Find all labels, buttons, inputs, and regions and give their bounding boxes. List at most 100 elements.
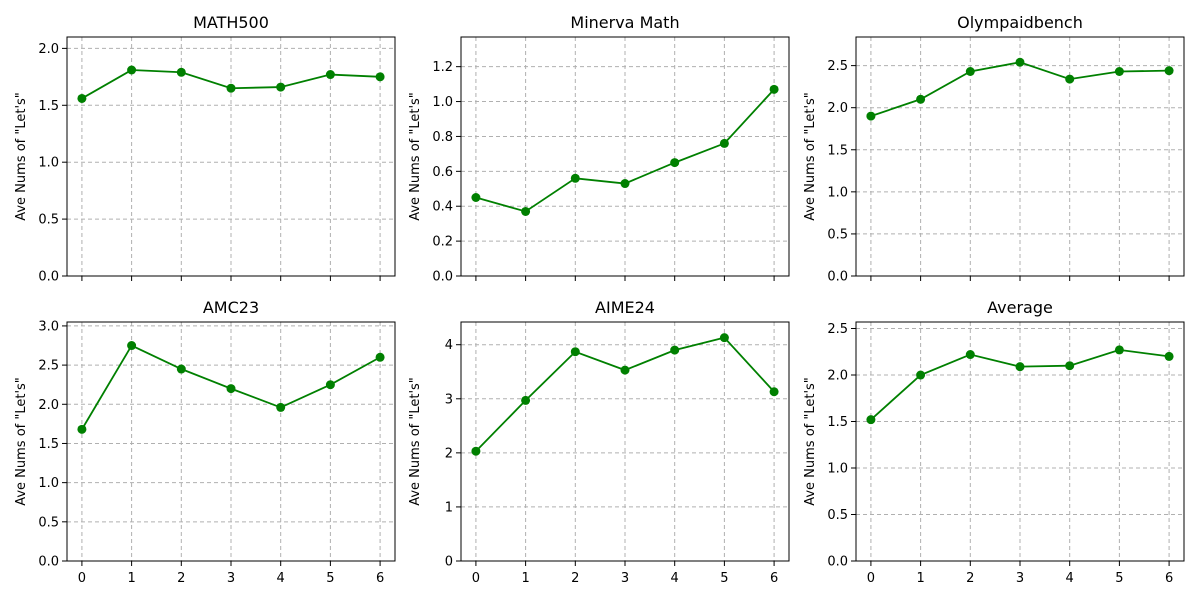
y-axis-label: Ave Nums of "Let's": [803, 92, 818, 221]
y-tick-label: 2.5: [827, 59, 848, 74]
y-tick-label: 0.5: [827, 508, 848, 523]
x-tick-label: 6: [770, 571, 778, 586]
y-tick-label: 2: [445, 446, 453, 461]
data-point: [521, 395, 531, 405]
y-tick-label: 0: [445, 555, 453, 570]
panel-4: 0 1 2 3 4 5 6 0 1 2 3 4 AIME24 Ave Nums of "Let's": [408, 298, 790, 586]
data-point: [620, 365, 630, 375]
y-tick-label: 0.0: [432, 270, 453, 285]
data-point: [620, 179, 630, 189]
data-point: [375, 352, 385, 362]
data-point: [1114, 67, 1124, 77]
data-point: [226, 384, 236, 394]
x-tick-label: 6: [1165, 571, 1173, 586]
y-tick-label: 0.0: [38, 270, 59, 285]
data-point: [127, 65, 137, 75]
panel-title: AMC23: [203, 298, 259, 317]
data-point: [276, 402, 286, 412]
y-tick-label: 0.5: [827, 227, 848, 242]
data-point: [1065, 361, 1075, 371]
y-tick-label: 0.0: [827, 270, 848, 285]
data-point: [670, 158, 680, 168]
data-point: [769, 84, 779, 94]
data-point: [570, 347, 580, 357]
y-tick-label: 0.4: [432, 200, 453, 215]
data-point: [719, 333, 729, 343]
x-tick-label: 0: [472, 571, 480, 586]
x-tick-label: 5: [720, 571, 728, 586]
y-tick-label: 1.5: [827, 143, 848, 158]
panel-5: 0 1 2 3 4 5 6 0.0 0.5 1.0 1.5 2.0 2.5 Average Ave Nums…: [803, 298, 1185, 586]
data-point: [276, 82, 286, 92]
y-tick-label: 0.6: [432, 165, 453, 180]
x-tick-label: 0: [867, 571, 875, 586]
panel-0: 0.0 0.5 1.0 1.5 2.0 MATH500 Ave Nums of "Let's…: [14, 13, 396, 285]
data-point: [127, 341, 137, 351]
data-point: [570, 173, 580, 183]
x-tick-label: 0: [78, 571, 86, 586]
x-tick-label: 3: [227, 571, 235, 586]
data-point: [1065, 74, 1075, 84]
data-point: [375, 72, 385, 82]
y-tick-label: 1.0: [827, 462, 848, 477]
x-tick-label: 3: [1016, 571, 1024, 586]
x-tick-label: 1: [916, 571, 924, 586]
x-tick-label: 2: [571, 571, 579, 586]
data-point: [325, 70, 335, 80]
y-tick-label: 3.0: [38, 319, 59, 334]
data-point: [176, 364, 186, 374]
y-tick-label: 2.0: [38, 398, 59, 413]
data-point: [1015, 362, 1025, 372]
y-tick-label: 1.2: [432, 60, 453, 75]
data-point: [769, 387, 779, 397]
data-point: [325, 380, 335, 390]
x-tick-label: 5: [1115, 571, 1123, 586]
data-point: [670, 345, 680, 355]
panel-title: Minerva Math: [570, 13, 679, 32]
panel-title: AIME24: [595, 298, 655, 317]
x-tick-label: 4: [1066, 571, 1074, 586]
data-point: [965, 67, 975, 77]
data-point: [866, 415, 876, 425]
y-tick-label: 0.0: [827, 555, 848, 570]
data-point: [719, 138, 729, 148]
y-tick-label: 1.5: [38, 99, 59, 114]
y-tick-label: 0.0: [38, 555, 59, 570]
y-axis-label: Ave Nums of "Let's": [408, 92, 423, 221]
x-tick-label: 5: [326, 571, 334, 586]
data-point: [521, 206, 531, 216]
x-tick-label: 3: [621, 571, 629, 586]
data-point: [176, 67, 186, 77]
y-tick-label: 2.5: [38, 359, 59, 374]
data-point: [1164, 351, 1174, 361]
x-tick-label: 6: [376, 571, 384, 586]
data-point: [1164, 66, 1174, 76]
y-tick-label: 1.0: [38, 476, 59, 491]
data-point: [471, 192, 481, 202]
panel-title: Olympaidbench: [957, 13, 1083, 32]
y-tick-label: 1.5: [827, 415, 848, 430]
x-tick-label: 4: [277, 571, 285, 586]
y-tick-label: 4: [445, 338, 453, 353]
x-tick-label: 2: [177, 571, 185, 586]
y-tick-label: 1.0: [432, 95, 453, 110]
data-point: [77, 424, 87, 434]
y-axis-label: Ave Nums of "Let's": [14, 377, 29, 506]
y-axis-label: Ave Nums of "Let's": [803, 377, 818, 506]
panel-3: 0 1 2 3 4 5 6 0.0 0.5 1.0 1.5 2.0 2.5 3.0 AMC23 Ave Num…: [14, 298, 396, 586]
y-tick-label: 0.5: [38, 515, 59, 530]
data-point: [965, 350, 975, 360]
y-tick-label: 0.5: [38, 213, 59, 228]
data-point: [1015, 57, 1025, 67]
y-tick-label: 2.0: [827, 101, 848, 116]
x-tick-label: 1: [127, 571, 135, 586]
x-tick-label: 4: [671, 571, 679, 586]
y-tick-label: 2.5: [827, 322, 848, 337]
y-tick-label: 0.2: [432, 235, 453, 250]
y-tick-label: 1.0: [827, 185, 848, 200]
y-tick-label: 3: [445, 392, 453, 407]
y-tick-label: 1: [445, 500, 453, 515]
data-point: [1114, 345, 1124, 355]
y-axis-label: Ave Nums of "Let's": [14, 92, 29, 221]
